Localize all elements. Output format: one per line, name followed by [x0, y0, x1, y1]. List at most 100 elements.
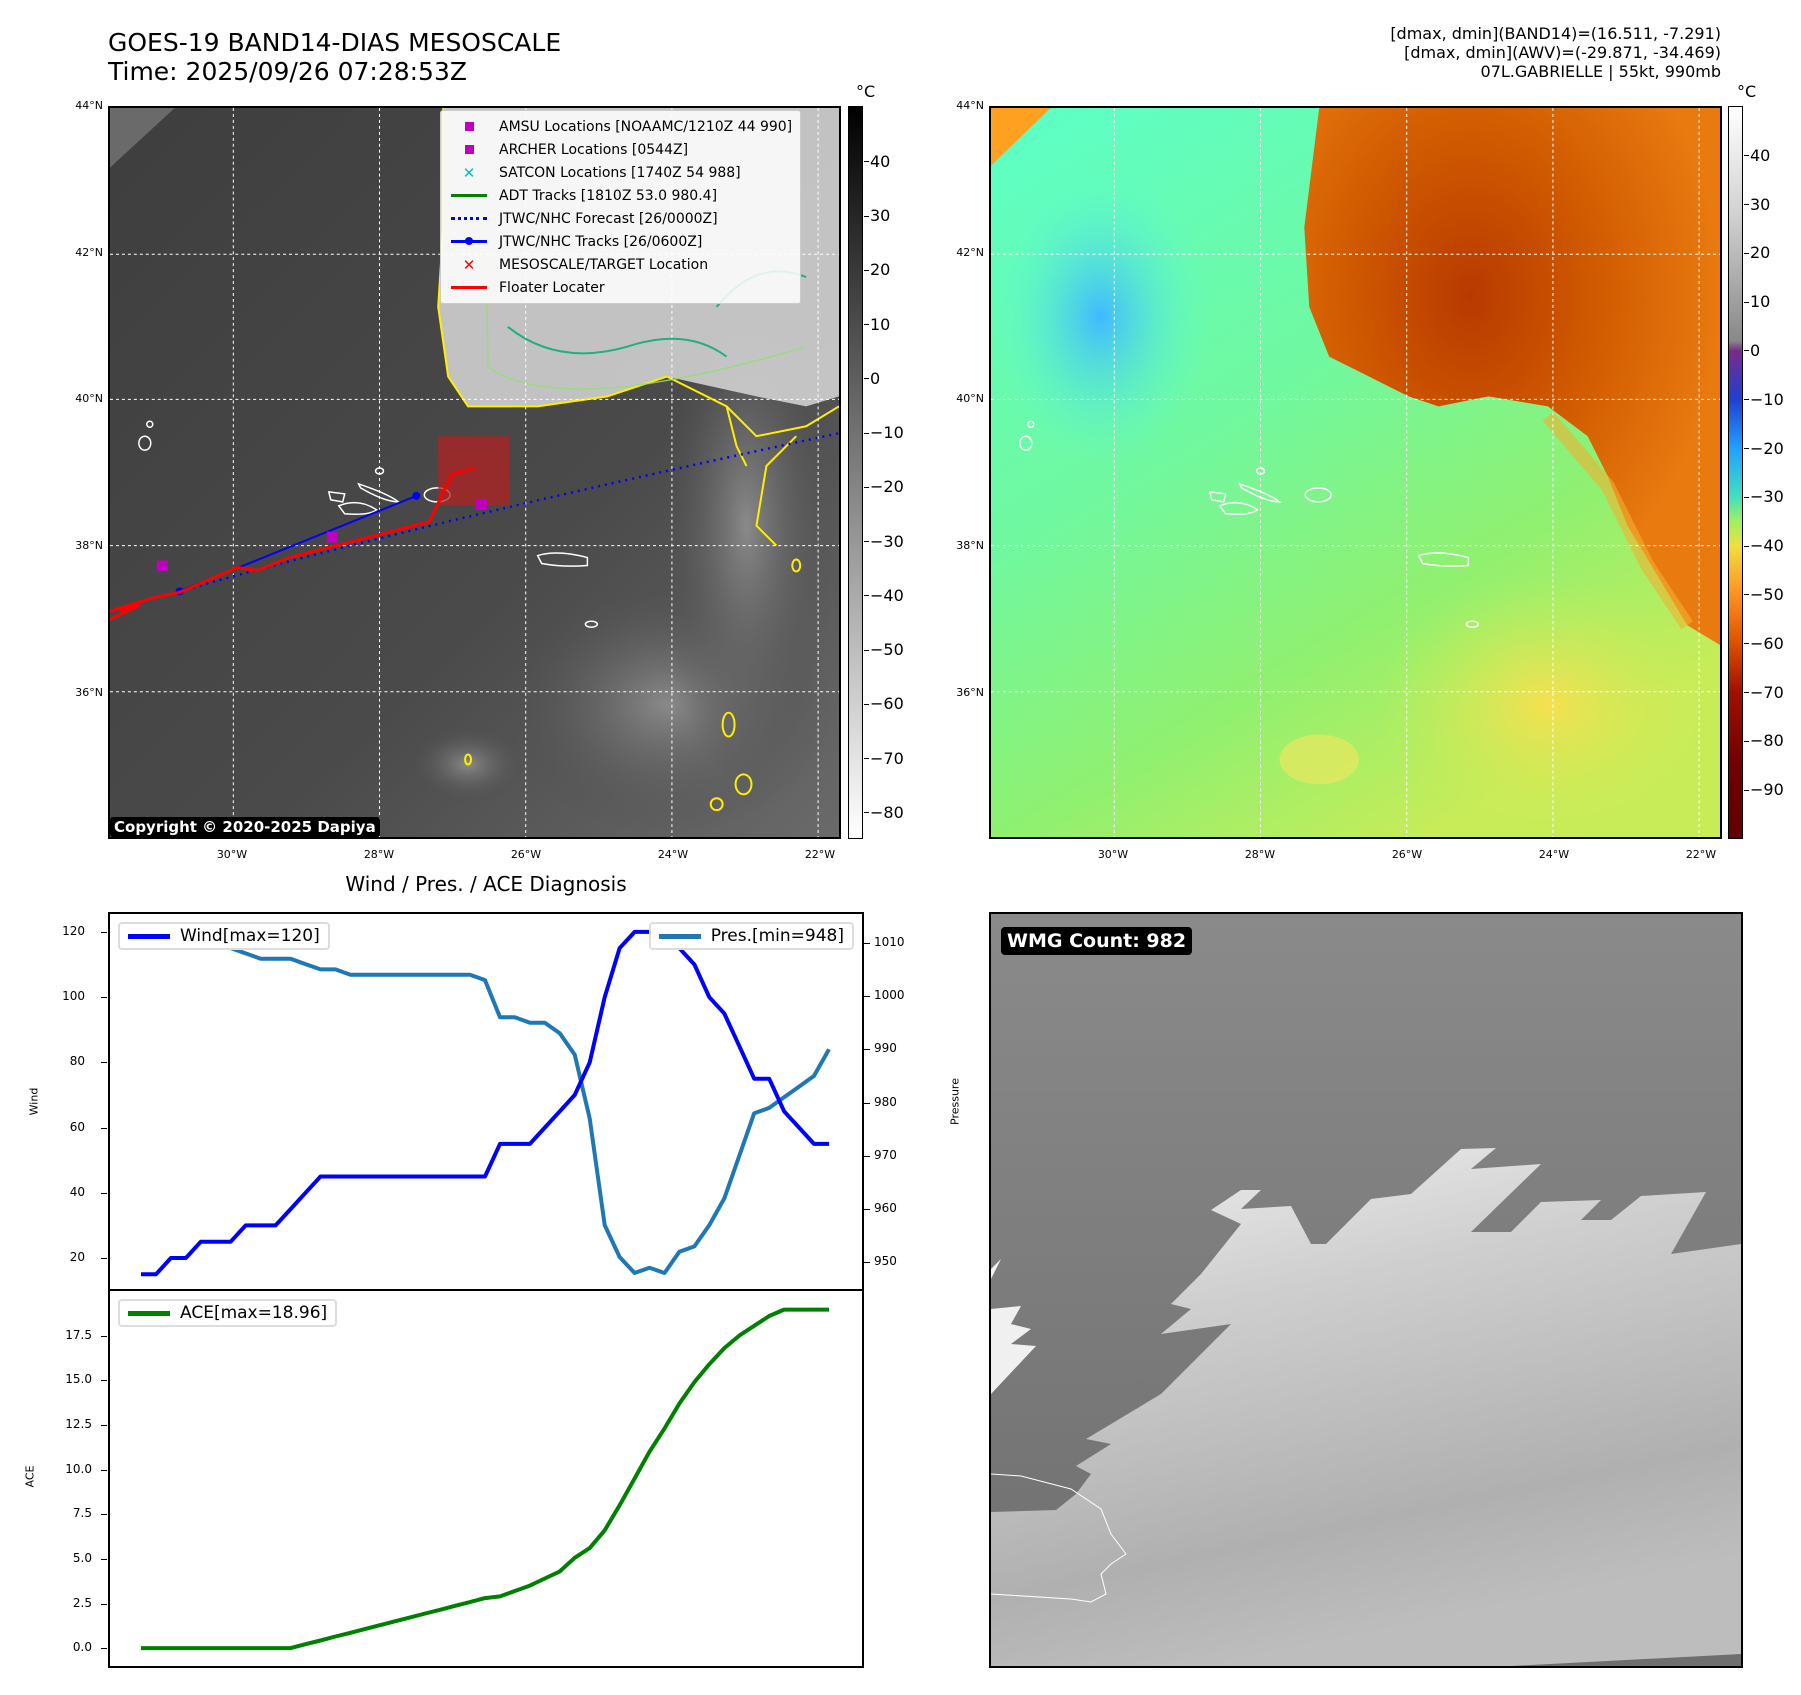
wv-colorbar: [1728, 106, 1743, 839]
legend-symbol-icon: [449, 237, 489, 245]
ir-map: AMSU Locations [NOAAMC/1210Z 44 990] ARCH…: [108, 106, 841, 839]
colorbar-tick-label: −80: [1744, 731, 1784, 751]
y-tick-mark: [864, 1049, 870, 1051]
copyright-label: Copyright © 2020-2025 Dapiya: [110, 817, 380, 837]
ace-legend-label: ACE[max=18.96]: [180, 1303, 328, 1323]
wv-imagery: [991, 108, 1720, 837]
latitude-label: 36°N: [956, 685, 984, 699]
chart-title: Wind / Pres. / ACE Diagnosis: [345, 872, 627, 896]
y-tick-mark: [864, 1262, 870, 1264]
ir-colorbar-unit: °C: [856, 82, 876, 101]
longitude-label: 30°W: [216, 848, 248, 861]
ace-axes: ACE[max=18.96]: [108, 1289, 864, 1668]
y-tick-label: 990: [874, 1041, 897, 1056]
info-band14-range: [dmax, dmin](BAND14)=(16.511, -7.291): [1390, 24, 1721, 43]
y-tick-label: 10.0: [65, 1461, 92, 1476]
y-tick-label: 15.0: [65, 1372, 92, 1387]
colorbar-tick-label: −10: [864, 423, 904, 443]
colorbar-tick-label: −70: [1744, 682, 1784, 702]
legend-entry: ✕ SATCON Locations [1740Z 54 988]: [449, 161, 792, 184]
colorbar-tick-label: 40: [863, 151, 891, 171]
colorbar-tick-label: 30: [1743, 194, 1771, 214]
y-tick-mark: [864, 996, 870, 998]
longitude-label: 26°W: [510, 848, 542, 861]
latitude-label: 44°N: [956, 99, 984, 112]
coastline: [991, 1473, 1127, 1603]
ir-colorbar: [848, 106, 863, 839]
y-tick-mark: [101, 1648, 107, 1650]
y-tick-label: 980: [874, 1094, 897, 1109]
info-awv-range: [dmax, dmin](AWV)=(-29.871, -34.469): [1404, 43, 1721, 62]
y-tick-label: 970: [874, 1147, 897, 1162]
latitude-label: 42°N: [75, 245, 103, 259]
legend-symbol-icon: [449, 194, 489, 197]
y-tick-label: 20: [69, 1250, 85, 1265]
legend-entry: ARCHER Locations [0544Z]: [449, 138, 792, 161]
legend-entry: AMSU Locations [NOAAMC/1210Z 44 990]: [449, 115, 792, 138]
legend-label: JTWC/NHC Forecast [26/0000Z]: [499, 210, 718, 227]
y-tick-label: 960: [874, 1201, 897, 1216]
wind-series-line: [141, 929, 829, 1277]
legend-label: Floater Locater: [499, 279, 605, 296]
wv-colorbar-unit: °C: [1737, 82, 1757, 101]
wmg-panel: WMG Count: 982: [989, 912, 1743, 1668]
ace-axis-label: ACE: [23, 1465, 37, 1488]
colorbar-tick-label: −60: [864, 694, 904, 714]
latitude-label: 38°N: [956, 539, 984, 553]
y-tick-mark: [101, 1127, 107, 1129]
y-tick-label: 120: [62, 923, 85, 938]
title-time: Time: 2025/09/26 07:28:53Z: [108, 57, 467, 86]
y-tick-mark: [101, 1558, 107, 1560]
wmg-count-label: WMG Count: 982: [1001, 927, 1193, 955]
legend-entry: JTWC/NHC Tracks [26/0600Z]: [449, 230, 792, 253]
colorbar-tick-label: 40: [1743, 145, 1771, 165]
wind-legend-label: Wind[max=120]: [180, 926, 320, 946]
mesoscale-target-box: [438, 436, 510, 505]
pressure-series-line: [141, 930, 831, 1275]
colorbar-tick-label: −50: [1744, 584, 1784, 604]
legend-entry: ADT Tracks [1810Z 53.0 980.4]: [449, 184, 792, 207]
y-tick-label: 100: [62, 989, 85, 1004]
legend-symbol-icon: ✕: [462, 255, 476, 274]
y-tick-label: 60: [69, 1119, 85, 1134]
legend-label: JTWC/NHC Tracks [26/0600Z]: [499, 233, 703, 250]
y-tick-mark: [101, 1424, 107, 1426]
wind-axis-label: Wind: [27, 1087, 41, 1116]
legend-label: ADT Tracks [1810Z 53.0 980.4]: [499, 187, 718, 204]
wv-map: [989, 106, 1722, 839]
legend-symbol-icon: [449, 217, 489, 220]
y-tick-mark: [101, 931, 107, 933]
y-tick-mark: [101, 1192, 107, 1194]
colorbar-tick-label: −70: [864, 748, 904, 768]
legend-label: MESOSCALE/TARGET Location: [499, 256, 709, 273]
colorbar-tick-label: −40: [1744, 536, 1784, 556]
ace-legend-line: [128, 1310, 170, 1316]
info-storm: 07L.GABRIELLE | 55kt, 990mb: [1480, 62, 1721, 81]
forecast-track: [179, 432, 839, 593]
colorbar-tick-label: −50: [864, 640, 904, 660]
y-tick-label: 1010: [874, 934, 905, 949]
legend-entry: ✕ MESOSCALE/TARGET Location: [449, 253, 792, 276]
colorbar-tick-label: −40: [864, 585, 904, 605]
longitude-label: 30°W: [1097, 848, 1129, 861]
legend-symbol-icon: [449, 145, 489, 154]
colorbar-tick-label: −90: [1744, 780, 1784, 800]
wind-pressure-plot: [141, 929, 831, 1277]
y-tick-mark: [101, 1258, 107, 1260]
y-tick-mark: [864, 942, 870, 944]
y-tick-label: 17.5: [65, 1327, 92, 1342]
y-tick-mark: [101, 1380, 107, 1382]
legend-symbol-icon: [449, 122, 489, 131]
legend-label: AMSU Locations [NOAAMC/1210Z 44 990]: [499, 118, 793, 135]
y-tick-label: 0.0: [72, 1640, 92, 1655]
wind-pressure-axes: Wind[max=120] Pres.[min=948]: [108, 912, 864, 1291]
y-tick-label: 80: [69, 1054, 85, 1069]
wind-legend-line: [128, 933, 170, 939]
longitude-label: 26°W: [1391, 848, 1423, 861]
legend-entry: Floater Locater: [449, 276, 792, 299]
colorbar-tick-label: −30: [1744, 487, 1784, 507]
legend-symbol-icon: [449, 286, 489, 289]
y-tick-mark: [864, 1102, 870, 1104]
latitude-label: 40°N: [75, 392, 103, 406]
pressure-legend: Pres.[min=948]: [648, 922, 854, 950]
